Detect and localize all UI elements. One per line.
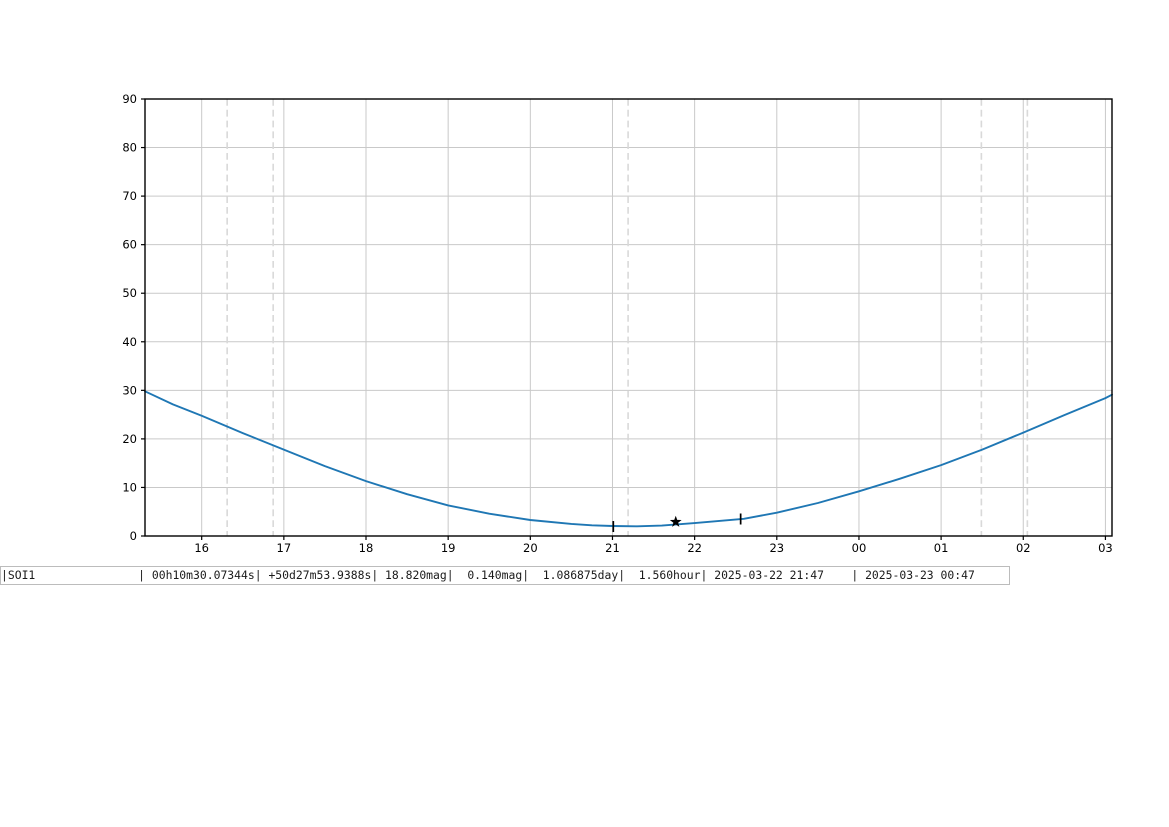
y-tick-label: 50 xyxy=(122,286,137,300)
y-tick-label: 40 xyxy=(122,335,137,349)
plot-border xyxy=(144,98,1113,537)
x-tick-label: 23 xyxy=(769,541,784,555)
star-marker xyxy=(669,515,682,527)
target-curve xyxy=(144,390,1113,528)
y-tick-label: 20 xyxy=(122,432,137,446)
y-tick-label: 10 xyxy=(122,480,137,494)
x-tick-label: 21 xyxy=(605,541,620,555)
y-tick-label: 90 xyxy=(122,92,137,106)
x-tick-label: 20 xyxy=(523,541,538,555)
y-tick-label: 80 xyxy=(122,141,137,155)
y-tick-label: 70 xyxy=(122,189,137,203)
y-tick-label: 0 xyxy=(130,529,137,543)
y-tick-label: 30 xyxy=(122,383,137,397)
x-tick-label: 00 xyxy=(852,541,867,555)
x-tick-label: 17 xyxy=(277,541,292,555)
x-tick-label: 01 xyxy=(934,541,949,555)
x-tick-label: 19 xyxy=(441,541,456,555)
x-tick-label: 16 xyxy=(194,541,209,555)
ephemeris-status-bar: |SOI1 | 00h10m30.07344s| +50d27m53.9388s… xyxy=(0,566,1010,585)
y-tick-label: 60 xyxy=(122,238,137,252)
x-tick-label: 18 xyxy=(359,541,374,555)
altitude-chart: 16 17 18 19 20 21 22 23 00 01 02 03 0 10 20 30 40 50 60 70 8… xyxy=(122,92,1113,555)
x-tick-label: 03 xyxy=(1098,541,1113,555)
x-tick-label: 02 xyxy=(1016,541,1031,555)
x-tick-label: 22 xyxy=(687,541,702,555)
